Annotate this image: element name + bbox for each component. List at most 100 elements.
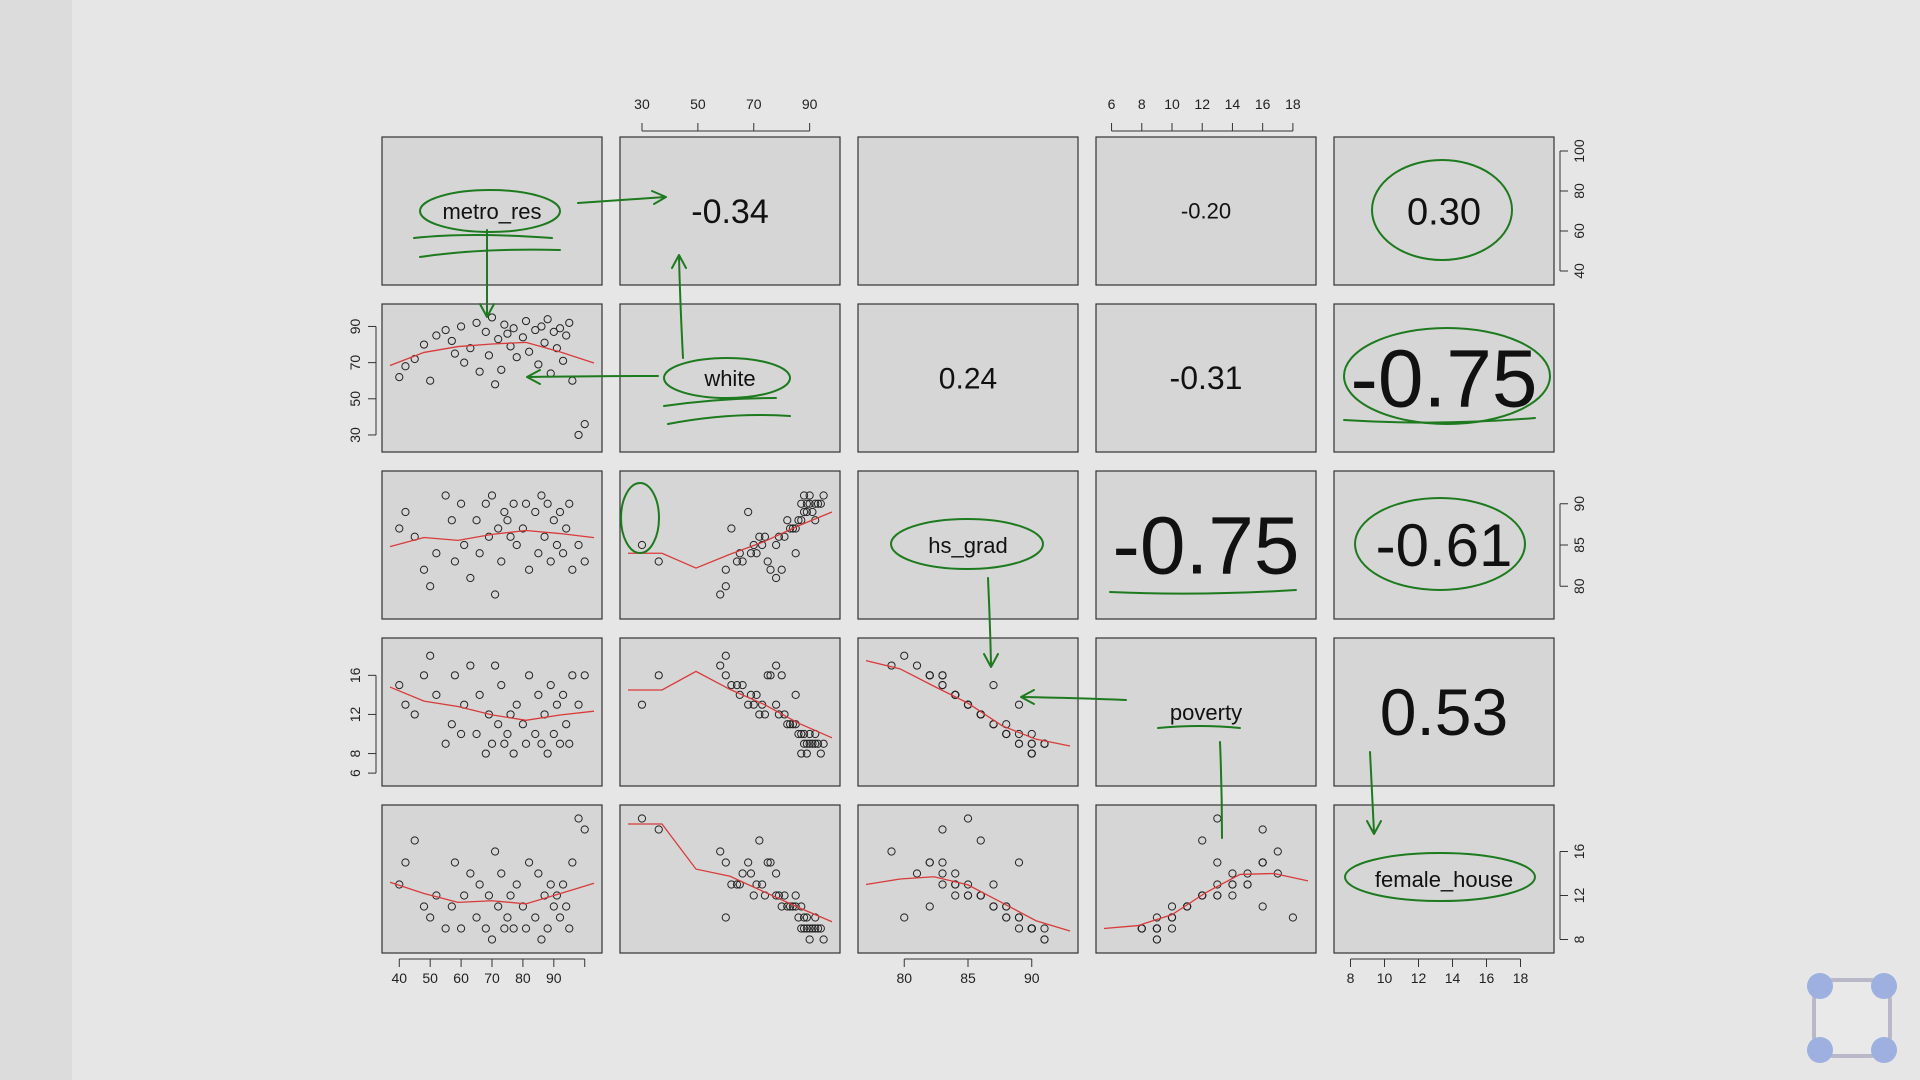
data-point bbox=[816, 749, 825, 758]
data-point bbox=[766, 671, 775, 680]
tick-label: 14 bbox=[1225, 96, 1241, 112]
data-point bbox=[1258, 902, 1267, 911]
data-point bbox=[799, 491, 809, 500]
data-point bbox=[487, 491, 497, 500]
correlation-value: -0.34 bbox=[691, 193, 769, 231]
tick-label: 12 bbox=[1411, 970, 1427, 986]
correlation-value: -0.31 bbox=[1170, 360, 1243, 396]
tick-label: 90 bbox=[347, 318, 363, 334]
tick-label: 10 bbox=[1377, 970, 1393, 986]
data-point bbox=[797, 516, 806, 525]
data-point bbox=[497, 365, 506, 374]
data-point bbox=[565, 499, 574, 508]
tick-label: 85 bbox=[960, 970, 976, 986]
data-point bbox=[938, 671, 947, 680]
smoother-line bbox=[628, 670, 833, 739]
data-point bbox=[816, 924, 825, 933]
data-point bbox=[654, 557, 663, 566]
data-point bbox=[887, 847, 896, 856]
tick-label: 12 bbox=[1571, 888, 1587, 904]
data-point bbox=[755, 836, 764, 845]
tick-label: 8 bbox=[1571, 935, 1587, 943]
data-point bbox=[466, 573, 475, 583]
annotation-ink bbox=[413, 159, 1551, 902]
data-point bbox=[521, 499, 531, 508]
data-point bbox=[450, 349, 460, 358]
data-point bbox=[549, 327, 558, 336]
data-point bbox=[395, 681, 404, 690]
data-point bbox=[791, 549, 800, 558]
data-point bbox=[1002, 729, 1011, 739]
data-point bbox=[1288, 913, 1297, 922]
data-point bbox=[783, 720, 792, 729]
data-point bbox=[494, 902, 503, 911]
data-point bbox=[580, 671, 589, 680]
tick-label: 85 bbox=[1571, 537, 1587, 553]
data-point bbox=[441, 924, 450, 933]
data-point bbox=[558, 690, 568, 699]
data-point bbox=[1258, 858, 1267, 867]
annotation-circle bbox=[620, 482, 660, 554]
data-point bbox=[1040, 924, 1049, 933]
data-point bbox=[797, 749, 806, 758]
annotation-arrow bbox=[983, 577, 999, 668]
data-point bbox=[1040, 935, 1049, 944]
tick-label: 18 bbox=[1513, 970, 1529, 986]
data-point bbox=[654, 671, 663, 680]
data-point bbox=[472, 913, 481, 922]
data-point bbox=[490, 590, 500, 599]
tick-label: 60 bbox=[1571, 223, 1587, 239]
data-point bbox=[426, 376, 435, 385]
data-point bbox=[410, 710, 419, 719]
data-point bbox=[512, 540, 521, 550]
data-point bbox=[512, 353, 521, 362]
data-point bbox=[518, 720, 528, 729]
data-point bbox=[537, 491, 546, 500]
axis-ticks: 30 50 70 90 6 8 10 12 14 16 18 40 50 60 70 80 90 80 85 90 8 1… bbox=[347, 96, 1587, 986]
data-point bbox=[805, 924, 814, 933]
correlation-value: -0.75 bbox=[1113, 501, 1300, 592]
panel-frame bbox=[857, 804, 1079, 954]
panel-frame bbox=[381, 303, 603, 453]
data-point bbox=[811, 924, 820, 933]
data-point bbox=[490, 380, 500, 389]
annotation-underline bbox=[1109, 589, 1297, 595]
data-point bbox=[1213, 858, 1222, 867]
data-point bbox=[732, 880, 742, 889]
tick-label: 8 bbox=[1347, 970, 1355, 986]
data-point bbox=[441, 739, 450, 748]
data-point bbox=[521, 316, 531, 326]
data-point bbox=[760, 532, 770, 541]
correlation-value: -0.61 bbox=[1376, 512, 1513, 579]
data-point bbox=[500, 507, 509, 517]
data-point bbox=[518, 524, 528, 533]
tick-label: 8 bbox=[1138, 96, 1146, 112]
data-point bbox=[555, 913, 565, 922]
data-point bbox=[580, 825, 589, 834]
data-point bbox=[1198, 891, 1207, 900]
tick-label: 30 bbox=[347, 427, 363, 443]
data-point bbox=[484, 891, 494, 900]
data-point bbox=[568, 565, 577, 574]
data-point bbox=[925, 671, 934, 680]
tick-label: 50 bbox=[422, 970, 438, 986]
tick-label: 70 bbox=[347, 355, 363, 371]
move-handle-icon[interactable] bbox=[1804, 970, 1900, 1066]
panel-frame bbox=[857, 303, 1079, 453]
data-point bbox=[447, 902, 456, 911]
data-point bbox=[472, 516, 481, 525]
data-point bbox=[951, 880, 960, 889]
data-point bbox=[1152, 913, 1161, 922]
variable-label: white bbox=[703, 366, 755, 391]
data-point bbox=[1198, 836, 1207, 845]
data-point bbox=[744, 507, 753, 517]
panel-frame bbox=[1095, 637, 1317, 787]
data-point bbox=[395, 524, 404, 533]
data-point bbox=[727, 681, 736, 690]
tick-label: 80 bbox=[1571, 578, 1587, 594]
data-point bbox=[799, 739, 809, 748]
data-point bbox=[794, 516, 803, 525]
annotation-underline bbox=[667, 414, 791, 425]
data-point bbox=[574, 814, 583, 823]
